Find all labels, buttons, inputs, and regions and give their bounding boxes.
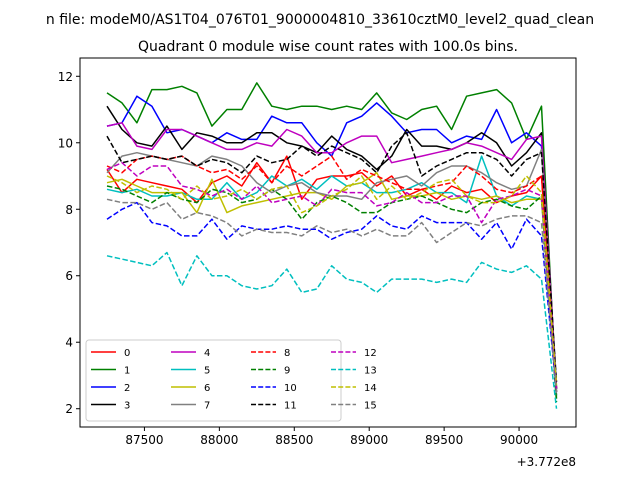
legend-label-5: 5 — [204, 366, 210, 377]
legend-label-14: 14 — [364, 383, 377, 394]
x-tick-label: 90000 — [500, 433, 538, 447]
legend-label-13: 13 — [364, 366, 377, 377]
legend — [85, 339, 342, 422]
x-tick-label: 89500 — [425, 433, 463, 447]
y-tick-label: 6 — [65, 269, 73, 283]
legend-label-2: 2 — [124, 383, 130, 394]
y-tick-label: 8 — [65, 203, 73, 217]
legend-label-3: 3 — [124, 401, 130, 412]
series-line-13 — [106, 251, 558, 409]
series-line-4 — [106, 122, 558, 389]
chart-title: Quadrant 0 module wise count rates with … — [138, 39, 518, 55]
x-tick-label: 89000 — [350, 433, 388, 447]
series-line-6 — [106, 171, 558, 393]
x-tick-label: 88500 — [275, 433, 313, 447]
y-tick-label: 10 — [58, 136, 73, 150]
x-tick-label: 88000 — [200, 433, 238, 447]
series-line-1 — [106, 82, 558, 399]
series-line-15 — [106, 198, 558, 393]
x-tick-label: 87500 — [125, 433, 163, 447]
series-line-14 — [106, 175, 558, 386]
legend-label-6: 6 — [204, 383, 210, 394]
legend-label-10: 10 — [284, 383, 297, 394]
legend-label-0: 0 — [124, 348, 130, 359]
series-line-12 — [106, 161, 558, 393]
plot-frame — [79, 57, 577, 428]
y-tick-label: 12 — [58, 70, 73, 84]
legend-label-15: 15 — [364, 401, 377, 412]
legend-label-12: 12 — [364, 348, 377, 359]
series-line-3 — [106, 105, 558, 389]
legend-label-8: 8 — [284, 348, 290, 359]
y-tick-label: 4 — [65, 336, 73, 350]
y-tick-label: 2 — [65, 402, 73, 416]
series-line-11 — [106, 132, 558, 383]
suptitle: n file: modeM0/AS1T04_076T01_9000004810_… — [46, 12, 594, 28]
legend-label-11: 11 — [284, 401, 297, 412]
legend-label-9: 9 — [284, 366, 290, 377]
x-offset-label: +3.772e8 — [517, 455, 576, 469]
series-line-10 — [106, 201, 558, 393]
legend-label-1: 1 — [124, 366, 130, 377]
legend-label-4: 4 — [204, 348, 210, 359]
legend-label-7: 7 — [204, 401, 210, 412]
